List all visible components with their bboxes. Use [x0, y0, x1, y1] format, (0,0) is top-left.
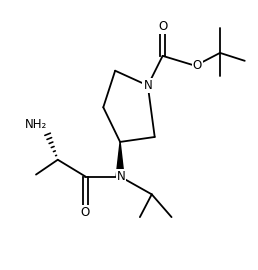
Text: NH₂: NH₂	[25, 118, 47, 131]
Text: O: O	[193, 59, 202, 72]
Polygon shape	[116, 142, 124, 177]
Text: O: O	[158, 20, 167, 33]
Text: N: N	[143, 79, 152, 92]
Text: N: N	[117, 170, 125, 183]
Text: O: O	[81, 206, 90, 219]
